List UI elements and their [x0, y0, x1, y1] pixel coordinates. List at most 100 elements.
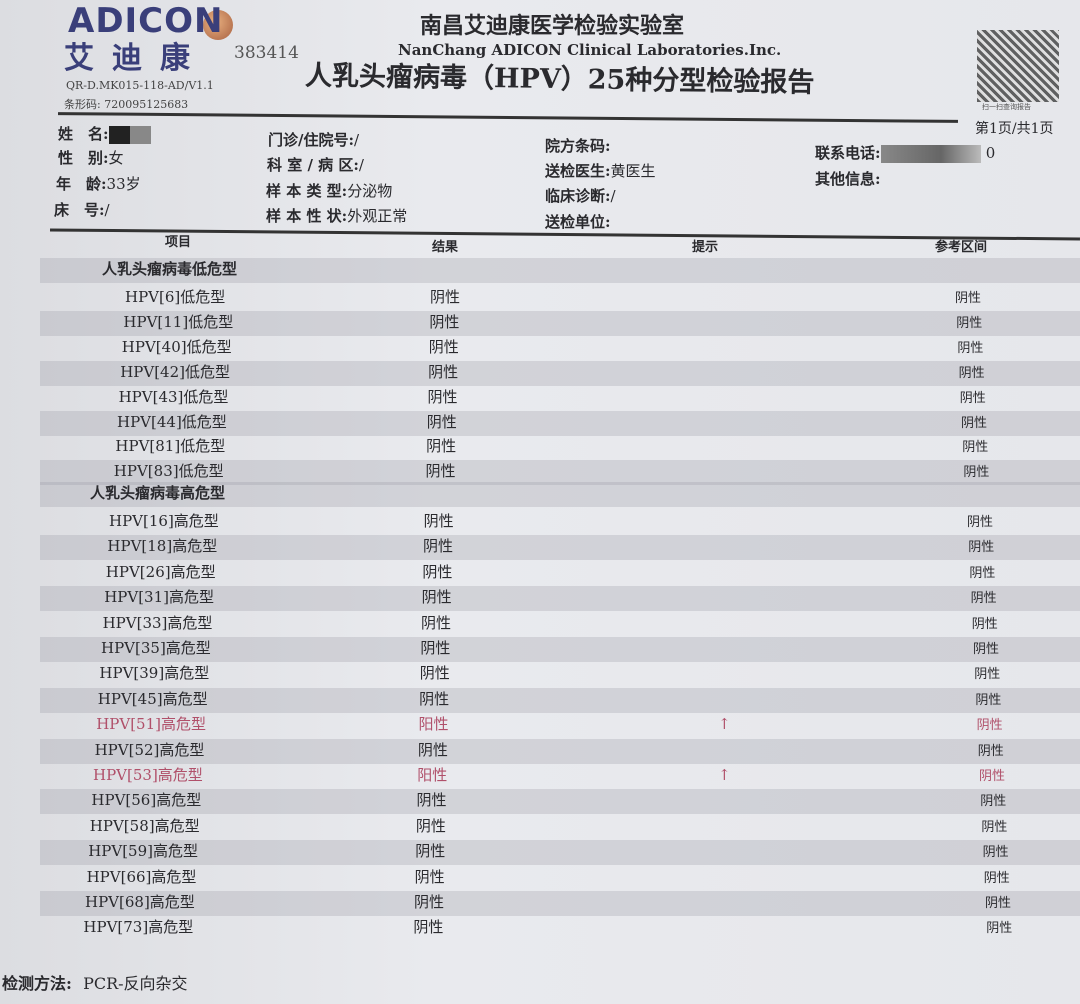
cell-result: 阴性	[429, 312, 460, 331]
cell-ref: 阴性	[959, 390, 986, 406]
cell-item: HPV[66]高危型	[86, 867, 197, 886]
table-row: HPV[52]高危型 阴性 阴性	[40, 738, 1080, 764]
form-code: QR-D.MK015-118-AD/V1.1	[66, 79, 214, 92]
submitting-unit: 送检单位:	[545, 213, 611, 231]
table-row: HPV[58]高危型 阴性 阴性	[40, 815, 1080, 840]
cell-hint: ↑	[718, 715, 731, 734]
section-title: 人乳头瘤病毒高危型	[90, 484, 226, 502]
cell-item: HPV[58]高危型	[89, 816, 200, 835]
cell-item: HPV[40]低危型	[121, 337, 232, 356]
barcode: 条形码: 720095125683	[64, 98, 189, 111]
table-row: HPV[66]高危型 阴性 阴性	[40, 866, 1080, 891]
cell-item: HPV[83]低危型	[113, 462, 224, 481]
table-row: HPV[6]低危型 阴性 阴性	[40, 286, 1080, 311]
cell-ref: 阴性	[968, 540, 995, 556]
cell-ref: 阴性	[983, 870, 1010, 886]
other-info: 其他信息:	[815, 170, 881, 188]
table-row: HPV[83]低危型 阴性 阴性	[40, 460, 1080, 486]
cell-ref: 阴性	[979, 769, 1006, 784]
cell-item: HPV[52]高危型	[94, 740, 205, 759]
cell-ref: 阴性	[956, 315, 983, 331]
section-header: 人乳头瘤病毒低危型	[40, 258, 1080, 283]
table-row: HPV[39]高危型 阴性 阴性	[40, 662, 1080, 687]
table-row: HPV[11]低危型 阴性 阴性	[40, 310, 1080, 336]
cell-result: 阴性	[421, 588, 452, 607]
cell-result: 阴性	[428, 337, 459, 356]
cell-item: HPV[35]高危型	[101, 639, 211, 657]
logo-orb	[203, 10, 233, 40]
table-row: HPV[31]高危型 阴性 阴性	[40, 586, 1080, 612]
cell-result: 阴性	[426, 412, 457, 431]
logo-cn: 艾迪康	[64, 41, 208, 76]
cell-ref: 阴性	[973, 642, 1000, 657]
stamp-number: 383414	[234, 43, 299, 63]
cell-item: HPV[31]高危型	[104, 588, 214, 607]
qr-caption: 扫一扫查询报告	[982, 103, 1031, 111]
cell-ref: 阴性	[977, 743, 1004, 759]
cell-ref: 阴性	[975, 692, 1002, 708]
cell-result: 阴性	[430, 288, 461, 306]
cell-item: HPV[56]高危型	[91, 791, 202, 810]
patient-gender: 性 别:女	[58, 149, 124, 167]
department: 科 室 / 病 区:/	[267, 156, 364, 174]
cell-item: HPV[59]高危型	[88, 842, 198, 861]
cell-item: HPV[33]高危型	[102, 613, 213, 632]
patient-bed: 床 号:/	[54, 201, 110, 219]
cell-ref: 阴性	[981, 819, 1008, 835]
page-number: 第1页/共1页	[975, 121, 1054, 137]
cell-result: 阴性	[422, 562, 453, 581]
cell-result: 阴性	[414, 893, 445, 911]
doctor: 送检医生:黄医生	[545, 162, 656, 180]
table-row: HPV[51]高危型 阳性 ↑ 阴性	[40, 713, 1080, 738]
cell-ref: 阴性	[970, 591, 997, 607]
report-title: 人乳头瘤病毒（HPV）25种分型检验报告	[304, 60, 815, 99]
table-row: HPV[56]高危型 阴性 阴性	[40, 789, 1080, 815]
table-row: HPV[81]低危型 阴性 阴性	[40, 435, 1080, 460]
cell-item: HPV[44]低危型	[117, 412, 227, 431]
cell-result: 阴性	[419, 689, 450, 708]
cell-item: HPV[68]高危型	[85, 893, 195, 911]
section-header: 人乳头瘤病毒高危型	[40, 482, 1080, 507]
cell-result: 阴性	[415, 816, 446, 835]
col-hint: 提示	[692, 240, 719, 255]
patient-age: 年 龄:33岁	[56, 175, 141, 193]
cell-item: HPV[39]高危型	[99, 664, 210, 683]
cell-result: 阴性	[417, 740, 448, 759]
col-result: 结果	[432, 240, 459, 255]
cell-ref: 阴性	[961, 415, 988, 431]
cell-item: HPV[6]低危型	[125, 288, 226, 306]
cell-result: 阳性	[417, 766, 448, 784]
section-title: 人乳头瘤病毒低危型	[102, 260, 238, 278]
cell-ref: 阴性	[976, 718, 1003, 734]
cell-ref: 阴性	[985, 896, 1012, 911]
cell-item: HPV[43]低危型	[118, 387, 229, 406]
lab-name-cn: 南昌艾迪康医学检验实验室	[420, 13, 685, 39]
clinic-number: 门诊/住院号:/	[268, 131, 360, 149]
cell-result: 阴性	[420, 639, 451, 657]
lab-name-en: NanChang ADICON Clinical Laboratories.In…	[398, 41, 782, 59]
table-row: HPV[33]高危型 阴性 阴性	[40, 612, 1080, 637]
divider	[58, 112, 958, 123]
col-item: 项目	[165, 235, 192, 250]
table-row: HPV[26]高危型 阴性 阴性	[40, 561, 1080, 586]
sample-type: 样 本 类 型:分泌物	[266, 182, 393, 200]
cell-ref: 阴性	[980, 794, 1007, 810]
cell-item: HPV[42]低危型	[120, 362, 230, 381]
cell-item: HPV[26]高危型	[105, 562, 216, 581]
cell-result: 阴性	[414, 867, 445, 886]
phone: 联系电话: 0	[815, 144, 996, 163]
cell-ref: 阴性	[967, 515, 994, 530]
diagnosis: 临床诊断:/	[545, 187, 616, 205]
table-row: HPV[53]高危型 阳性 ↑ 阴性	[40, 764, 1080, 789]
table-row: HPV[18]高危型 阴性 阴性	[40, 535, 1080, 561]
cell-item: HPV[51]高危型	[96, 715, 206, 734]
table-row: HPV[43]低危型 阴性 阴性	[40, 386, 1080, 411]
table-row: HPV[40]低危型 阴性 阴性	[40, 336, 1080, 361]
table-row: HPV[68]高危型 阴性 阴性	[40, 891, 1080, 916]
cell-result: 阴性	[427, 387, 458, 406]
qr-code	[977, 30, 1059, 102]
cell-ref: 阴性	[958, 365, 985, 381]
cell-result: 阴性	[428, 362, 459, 381]
table-row: HPV[16]高危型 阴性 阴性	[40, 510, 1080, 535]
cell-result: 阴性	[416, 791, 447, 810]
